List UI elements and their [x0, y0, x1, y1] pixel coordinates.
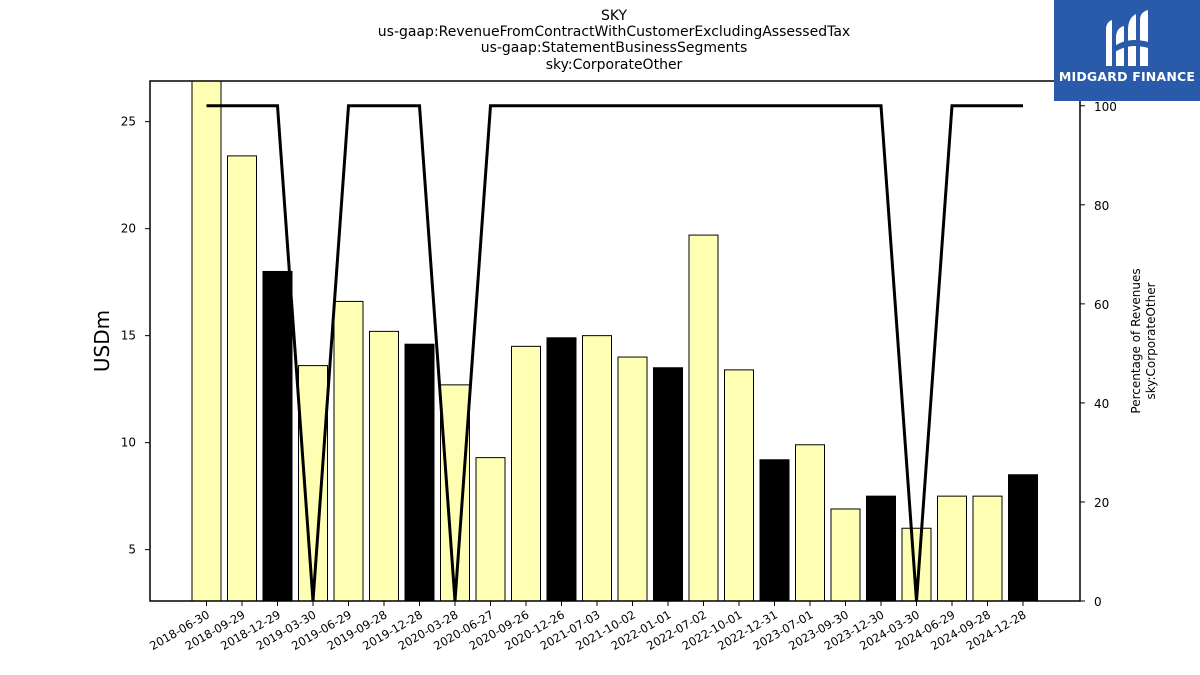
bar — [582, 335, 612, 602]
bar — [688, 234, 719, 602]
bar — [298, 365, 328, 602]
bar — [227, 155, 257, 602]
y2-tick-label: 100 — [1094, 100, 1117, 114]
y2-tick-label: 60 — [1094, 298, 1109, 312]
chart-title-line-2: us-gaap:RevenueFromContractWithCustomerE… — [378, 24, 850, 40]
bar — [475, 457, 506, 602]
bar — [972, 495, 1003, 602]
bar — [262, 270, 293, 602]
y-axis-right: 0 20 40 60 80 100 — [1080, 100, 1117, 609]
bar — [617, 356, 648, 602]
chart-title-line-4: sky:CorporateOther — [546, 57, 683, 73]
y-axis-left: 5 10 15 20 25 — [121, 115, 150, 557]
bar — [369, 330, 399, 602]
percentage-line — [206, 104, 1023, 602]
line-series — [206, 104, 1023, 602]
bar — [795, 444, 825, 602]
y-tick-label: 5 — [128, 543, 136, 557]
y-tick-label: 10 — [121, 436, 136, 450]
bar — [866, 495, 896, 602]
bar — [440, 384, 470, 602]
bar — [191, 80, 222, 602]
bar — [724, 369, 754, 602]
x-axis: 2018-06-302018-09-292018-12-292019-03-30… — [147, 601, 1029, 653]
y2-tick-label: 80 — [1094, 199, 1109, 213]
logo-mark-icon — [1106, 10, 1148, 66]
bar — [759, 459, 790, 602]
bar — [830, 508, 861, 602]
bar — [937, 495, 967, 602]
y2-tick-label: 40 — [1094, 397, 1109, 411]
y2-axis-label-line-1: Percentage of Revenues — [1129, 268, 1143, 413]
y-tick-label: 25 — [121, 115, 136, 129]
y-tick-label: 20 — [121, 222, 136, 236]
y-tick-label: 15 — [121, 329, 136, 343]
bar — [404, 343, 435, 602]
y2-tick-label: 20 — [1094, 496, 1109, 510]
logo-text: MIDGARD FINANCE — [1058, 69, 1196, 84]
chart-title-line-3: us-gaap:StatementBusinessSegments — [481, 40, 748, 56]
bar — [511, 345, 541, 602]
chart-title: SKY us-gaap:RevenueFromContractWithCusto… — [378, 8, 850, 73]
bar — [546, 337, 577, 602]
y2-tick-label: 0 — [1094, 595, 1102, 609]
midgard-finance-logo: MIDGARD FINANCE — [1054, 0, 1200, 101]
bar — [1008, 474, 1038, 602]
bar — [333, 300, 364, 602]
bar-series — [191, 80, 1038, 602]
plot-frame — [149, 80, 1081, 602]
y2-axis-label-line-2: sky:CorporateOther — [1144, 282, 1158, 399]
chart-title-line-1: SKY — [601, 8, 628, 24]
y-axis-label: USDm — [90, 310, 114, 372]
bar — [653, 367, 683, 602]
